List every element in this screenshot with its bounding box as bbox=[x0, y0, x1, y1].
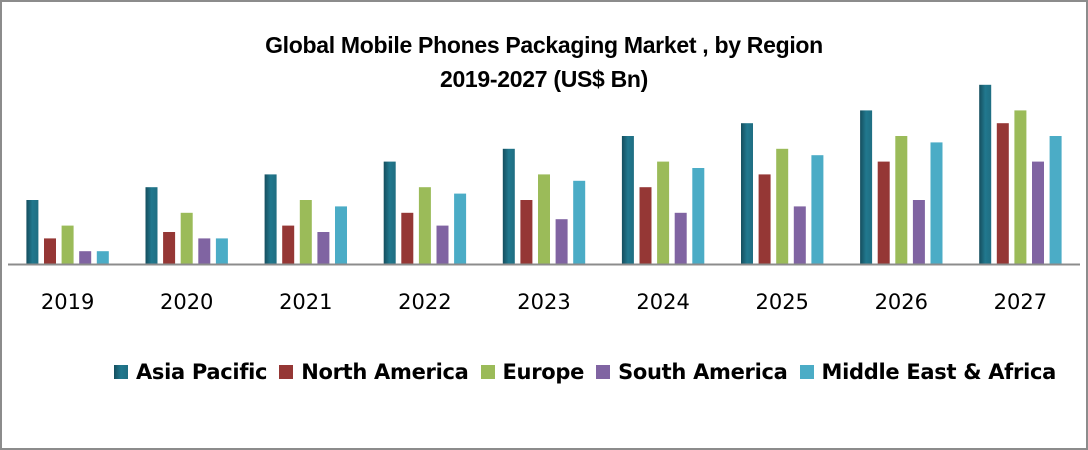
legend-label: Asia Pacific bbox=[135, 360, 268, 384]
bar-europe-2021 bbox=[299, 200, 312, 264]
legend-item-south-america: South America bbox=[596, 360, 788, 384]
bar-south-america-2020 bbox=[198, 238, 211, 264]
legend: Asia Pacific North America Europe South Ame… bbox=[0, 360, 1088, 384]
x-tick-labels: 2019 2020 2021 2022 2023 2024 2025 2026 2027 bbox=[41, 290, 1047, 314]
bar-asia-pacific-2019 bbox=[26, 200, 39, 264]
x-tick-label-2022: 2022 bbox=[398, 290, 451, 314]
legend-swatch-north-america bbox=[279, 365, 294, 379]
bar-asia-pacific-2020 bbox=[145, 187, 158, 264]
legend-item-europe: Europe bbox=[480, 360, 585, 384]
bar-europe-2024 bbox=[657, 161, 670, 264]
bar-asia-pacific-2021 bbox=[264, 174, 277, 264]
bar-asia-pacific-2027 bbox=[979, 84, 992, 264]
bar-asia-pacific-2024 bbox=[621, 136, 634, 264]
bar-south-america-2024 bbox=[674, 212, 687, 264]
legend-item-middle-east-africa: Middle East & Africa bbox=[799, 360, 1057, 384]
bar-middle-east-africa-2020 bbox=[215, 238, 228, 264]
bar-middle-east-africa-2023 bbox=[573, 180, 586, 264]
chart-title-block: Global Mobile Phones Packaging Market , … bbox=[0, 28, 1088, 96]
bar-north-america-2021 bbox=[282, 225, 295, 264]
legend-label: Middle East & Africa bbox=[821, 360, 1057, 384]
bar-south-america-2027 bbox=[1032, 161, 1044, 264]
bar-south-america-2022 bbox=[436, 225, 449, 264]
bar-europe-2019 bbox=[61, 225, 74, 264]
bar-middle-east-africa-2022 bbox=[454, 193, 467, 264]
x-tick-label-2026: 2026 bbox=[875, 290, 928, 314]
bar-europe-2027 bbox=[1014, 110, 1027, 265]
bar-europe-2022 bbox=[418, 187, 431, 264]
bars-group bbox=[26, 84, 1062, 265]
legend-swatch-europe bbox=[480, 365, 495, 379]
bar-north-america-2019 bbox=[44, 238, 56, 264]
legend-item-north-america: North America bbox=[279, 360, 469, 384]
x-tick-label-2025: 2025 bbox=[755, 290, 808, 314]
legend-swatch-south-america bbox=[596, 365, 611, 379]
bar-asia-pacific-2025 bbox=[741, 123, 753, 264]
bar-north-america-2023 bbox=[520, 200, 533, 264]
bar-asia-pacific-2023 bbox=[502, 148, 515, 264]
x-tick-label-2019: 2019 bbox=[41, 290, 94, 314]
bar-south-america-2023 bbox=[555, 219, 568, 264]
x-tick-label-2027: 2027 bbox=[994, 290, 1047, 314]
bar-middle-east-africa-2024 bbox=[692, 168, 705, 264]
x-tick-label-2024: 2024 bbox=[636, 290, 689, 314]
bar-north-america-2022 bbox=[401, 212, 414, 264]
bar-middle-east-africa-2019 bbox=[96, 251, 109, 264]
bar-north-america-2027 bbox=[996, 123, 1009, 264]
legend-swatch-middle-east-africa bbox=[799, 365, 814, 379]
legend-item-asia-pacific: Asia Pacific bbox=[113, 360, 268, 384]
bar-middle-east-africa-2026 bbox=[930, 142, 943, 264]
bar-asia-pacific-2026 bbox=[860, 110, 873, 265]
bar-north-america-2020 bbox=[163, 232, 176, 264]
x-tick-label-2023: 2023 bbox=[517, 290, 570, 314]
bar-middle-east-africa-2025 bbox=[811, 155, 824, 264]
bar-north-america-2025 bbox=[758, 174, 771, 264]
legend-label: North America bbox=[301, 360, 469, 384]
bar-middle-east-africa-2021 bbox=[335, 206, 347, 264]
legend-swatch-asia-pacific bbox=[113, 365, 128, 379]
bar-north-america-2024 bbox=[639, 187, 652, 264]
bar-europe-2025 bbox=[776, 148, 789, 264]
bar-europe-2023 bbox=[538, 174, 550, 264]
bar-middle-east-africa-2027 bbox=[1049, 136, 1062, 264]
legend-label: Europe bbox=[502, 360, 585, 384]
x-tick-label-2021: 2021 bbox=[279, 290, 332, 314]
bar-south-america-2026 bbox=[912, 200, 925, 264]
bar-north-america-2026 bbox=[877, 161, 890, 264]
bar-europe-2026 bbox=[895, 136, 908, 264]
bar-south-america-2019 bbox=[79, 251, 92, 264]
x-tick-label-2020: 2020 bbox=[160, 290, 213, 314]
bar-europe-2020 bbox=[180, 212, 193, 264]
chart-title: Global Mobile Phones Packaging Market , … bbox=[265, 32, 823, 58]
bar-south-america-2025 bbox=[793, 206, 806, 264]
bar-asia-pacific-2022 bbox=[383, 161, 396, 264]
legend-label: South America bbox=[618, 360, 788, 384]
bar-south-america-2021 bbox=[317, 232, 330, 264]
chart-subtitle: 2019-2027 (US$ Bn) bbox=[439, 66, 649, 92]
